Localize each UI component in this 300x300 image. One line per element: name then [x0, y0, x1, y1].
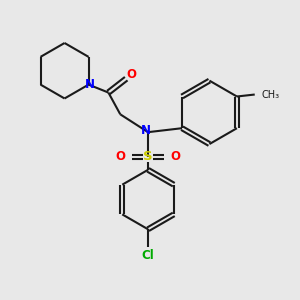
Text: O: O: [126, 68, 136, 81]
Text: Cl: Cl: [142, 248, 154, 262]
Text: N: N: [141, 124, 151, 137]
Text: CH₃: CH₃: [262, 89, 280, 100]
Text: O: O: [171, 150, 181, 164]
Text: S: S: [143, 150, 153, 164]
Text: O: O: [115, 150, 125, 164]
Text: N: N: [85, 78, 94, 91]
